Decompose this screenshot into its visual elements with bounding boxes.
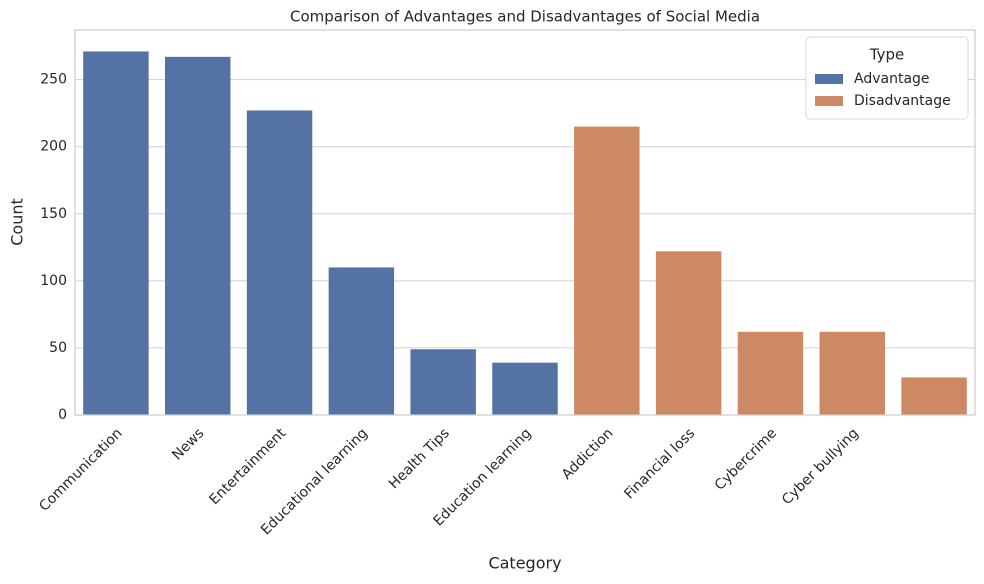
- x-tick-label: Financial loss: [621, 425, 698, 502]
- y-tick-label: 200: [40, 139, 67, 155]
- y-tick-label: 250: [40, 72, 67, 88]
- x-tick-label: Communication: [36, 425, 125, 514]
- y-tick-label: 100: [40, 273, 67, 289]
- legend-swatch: [815, 74, 843, 84]
- bar: [901, 377, 967, 415]
- bar: [574, 126, 640, 416]
- bar: [819, 331, 885, 415]
- x-tick-label: Cybercrime: [712, 425, 780, 493]
- y-tick-label: 150: [40, 206, 67, 222]
- bar: [165, 56, 231, 415]
- bar: [328, 267, 395, 415]
- bar: [83, 51, 149, 416]
- x-tick-label: Addiction: [559, 425, 617, 483]
- legend-box: [805, 36, 969, 120]
- x-tick-label: News: [169, 425, 207, 463]
- y-axis-label: Count: [8, 198, 27, 246]
- y-tick-label: 0: [58, 407, 67, 423]
- legend-title: Type: [869, 46, 904, 64]
- chart-title: Comparison of Advantages and Disadvantag…: [290, 8, 760, 26]
- x-axis-label: Category: [488, 554, 561, 573]
- plot-frame: [74, 29, 976, 416]
- x-tick-label: Cyber bullying: [779, 425, 862, 508]
- bar: [246, 110, 313, 416]
- bar: [410, 349, 476, 415]
- y-tick-label: 50: [49, 340, 67, 356]
- bar: [655, 251, 722, 415]
- legend-label: Advantage: [854, 71, 930, 87]
- legend: Type Advantage Disadvantage: [805, 36, 969, 120]
- legend-label: Disadvantage: [854, 93, 951, 109]
- x-tick-label: Health Tips: [386, 425, 453, 492]
- bar: [492, 362, 558, 415]
- x-tick-label: Entertainment: [206, 425, 289, 508]
- legend-swatch: [815, 96, 843, 106]
- bar: [737, 331, 804, 415]
